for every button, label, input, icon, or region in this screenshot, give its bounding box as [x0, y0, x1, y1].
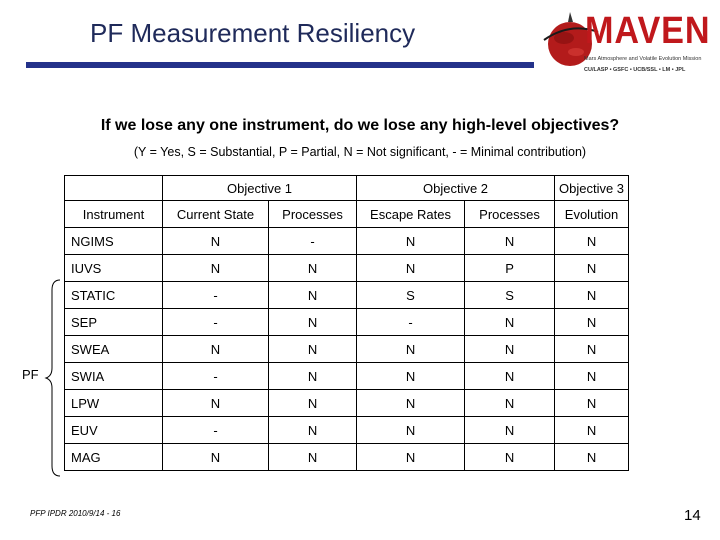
- table-row: IUVS N N N P N: [64, 254, 630, 282]
- maven-logo: MAVEN Mars Atmosphere and Volatile Evolu…: [540, 8, 711, 80]
- table-row: SWEA N N N N N: [64, 335, 630, 363]
- corner-cell: [64, 175, 163, 201]
- rating-cell: N: [464, 308, 556, 336]
- table-row: SEP - N - N N: [64, 308, 630, 336]
- group-header-objective-1: Objective 1: [161, 175, 358, 201]
- rating-cell: -: [162, 362, 269, 390]
- mars-planet-icon: [543, 12, 599, 66]
- column-header: Evolution: [554, 200, 630, 228]
- rating-cell: -: [267, 227, 358, 255]
- slide-title: PF Measurement Resiliency: [90, 18, 416, 48]
- instrument-cell: IUVS: [64, 254, 163, 282]
- rating-cell: N: [356, 227, 466, 255]
- column-header: Processes: [267, 200, 358, 228]
- instrument-cell: SWIA: [64, 362, 163, 390]
- column-header: Escape Rates: [356, 200, 466, 228]
- instrument-cell: LPW: [64, 389, 163, 417]
- rating-cell: N: [356, 362, 466, 390]
- rating-cell: N: [162, 254, 269, 282]
- column-header: Instrument: [64, 200, 163, 228]
- rating-cell: N: [356, 254, 466, 282]
- group-header-objective-2: Objective 2: [356, 175, 556, 201]
- page-number: 14: [684, 507, 701, 524]
- rating-cell: N: [267, 335, 358, 363]
- table-row: NGIMS N - N N N: [64, 227, 630, 255]
- rating-cell: N: [356, 335, 466, 363]
- rating-cell: -: [162, 281, 269, 309]
- rating-cell: N: [267, 308, 358, 336]
- table-row: SWIA - N N N N: [64, 362, 630, 390]
- rating-cell: N: [554, 362, 630, 390]
- column-header: Processes: [464, 200, 556, 228]
- rating-cell: N: [554, 335, 630, 363]
- resiliency-table: Objective 1 Objective 2 Objective 3 Inst…: [64, 175, 630, 471]
- rating-cell: N: [554, 416, 630, 444]
- rating-cell: N: [464, 227, 556, 255]
- pf-brace-icon: [44, 279, 61, 477]
- rating-cell: S: [464, 281, 556, 309]
- rating-cell: N: [162, 443, 269, 471]
- rating-cell: N: [464, 335, 556, 363]
- title-underline: [26, 62, 534, 68]
- rating-cell: -: [356, 308, 466, 336]
- instrument-cell: NGIMS: [64, 227, 163, 255]
- rating-cell: N: [554, 281, 630, 309]
- rating-cell: N: [464, 416, 556, 444]
- maven-wordmark: MAVEN: [585, 10, 711, 52]
- instrument-cell: SEP: [64, 308, 163, 336]
- rating-cell: N: [356, 443, 466, 471]
- legend-text: (Y = Yes, S = Substantial, P = Partial, …: [133, 145, 587, 159]
- rating-cell: N: [267, 389, 358, 417]
- instrument-cell: MAG: [64, 443, 163, 471]
- rating-cell: N: [267, 362, 358, 390]
- instrument-cell: STATIC: [64, 281, 163, 309]
- rating-cell: P: [464, 254, 556, 282]
- maven-partners: CU/LASP • GSFC • UCB/SSL • LM • JPL: [584, 67, 686, 73]
- rating-cell: N: [162, 335, 269, 363]
- table-row: LPW N N N N N: [64, 389, 630, 417]
- rating-cell: S: [356, 281, 466, 309]
- rating-cell: N: [356, 389, 466, 417]
- pf-group-label: PF: [22, 367, 39, 382]
- rating-cell: -: [162, 416, 269, 444]
- rating-cell: N: [267, 254, 358, 282]
- rating-cell: N: [356, 416, 466, 444]
- instrument-cell: SWEA: [64, 335, 163, 363]
- group-header-row: Objective 1 Objective 2 Objective 3: [64, 175, 630, 201]
- column-header-row: Instrument Current State Processes Escap…: [64, 200, 630, 228]
- question-heading: If we lose any one instrument, do we los…: [100, 117, 620, 134]
- rating-cell: N: [267, 281, 358, 309]
- rating-cell: N: [554, 389, 630, 417]
- rating-cell: N: [162, 389, 269, 417]
- table-body: NGIMS N - N N N IUVS N N N P N STATIC - N S S N SEP - N - N N SW…: [64, 227, 630, 471]
- footer-text: PFP IPDR 2010/9/14 - 16: [30, 509, 121, 518]
- rating-cell: N: [554, 308, 630, 336]
- rating-cell: N: [464, 389, 556, 417]
- rating-cell: N: [162, 227, 269, 255]
- rating-cell: -: [162, 308, 269, 336]
- rating-cell: N: [267, 443, 358, 471]
- instrument-cell: EUV: [64, 416, 163, 444]
- maven-tagline: Mars Atmosphere and Volatile Evolution M…: [584, 56, 702, 62]
- rating-cell: N: [464, 362, 556, 390]
- rating-cell: N: [554, 227, 630, 255]
- rating-cell: N: [267, 416, 358, 444]
- rating-cell: N: [464, 443, 556, 471]
- table-row: EUV - N N N N: [64, 416, 630, 444]
- group-header-objective-3: Objective 3: [554, 175, 630, 201]
- rating-cell: N: [554, 443, 630, 471]
- table-row: STATIC - N S S N: [64, 281, 630, 309]
- rating-cell: N: [554, 254, 630, 282]
- column-header: Current State: [162, 200, 269, 228]
- table-row: MAG N N N N N: [64, 443, 630, 471]
